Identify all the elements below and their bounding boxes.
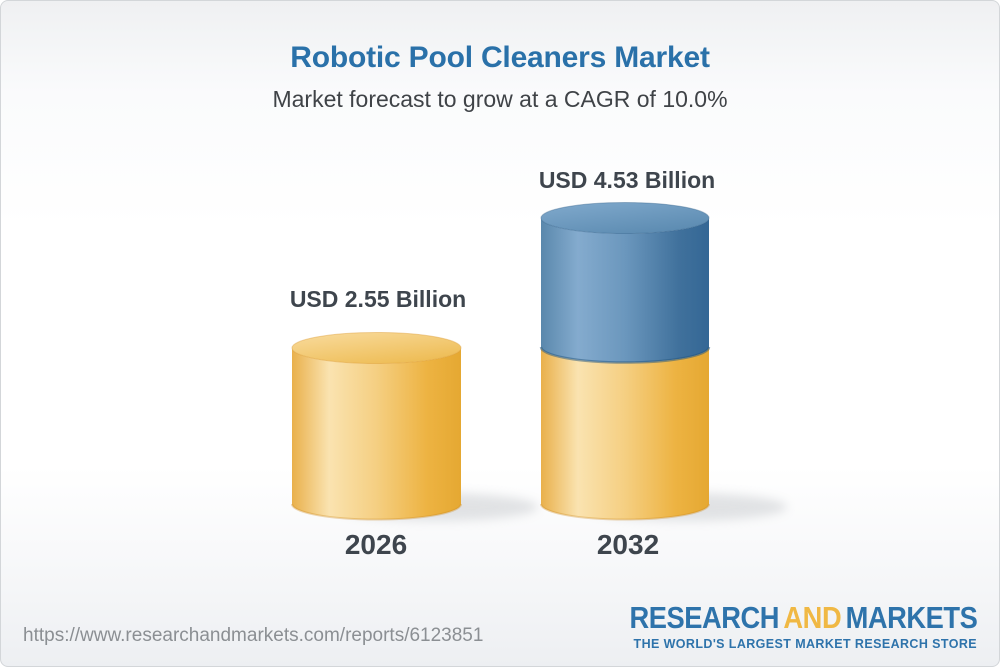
logo-tagline: THE WORLD'S LARGEST MARKET RESEARCH STOR… [633, 637, 977, 651]
bar-2032-base-segment [540, 347, 710, 521]
category-label-2032: 2032 [596, 529, 660, 560]
logo-word-research: RESEARCH [629, 600, 779, 635]
logo-word-markets: MARKETS [845, 600, 977, 635]
logo-wordmark: RESEARCH AND MARKETS [629, 602, 977, 633]
logo-word-and: AND [783, 600, 841, 635]
research-and-markets-logo: RESEARCH AND MARKETS THE WORLD'S LARGEST M… [582, 602, 977, 651]
category-label-2026: 2026 [344, 529, 408, 560]
bar-2032-growth-segment [539, 202, 711, 364]
page-subtitle: Market forecast to grow at a CAGR of 10.… [272, 86, 728, 112]
report-url: https://www.researchandmarkets.com/repor… [23, 625, 484, 646]
page-title: Robotic Pool Cleaners Market [290, 41, 710, 74]
bar-2026 [291, 332, 462, 521]
value-label-2026: USD 2.55 Billion [289, 286, 467, 312]
value-label-2032: USD 4.53 Billion [538, 167, 716, 193]
